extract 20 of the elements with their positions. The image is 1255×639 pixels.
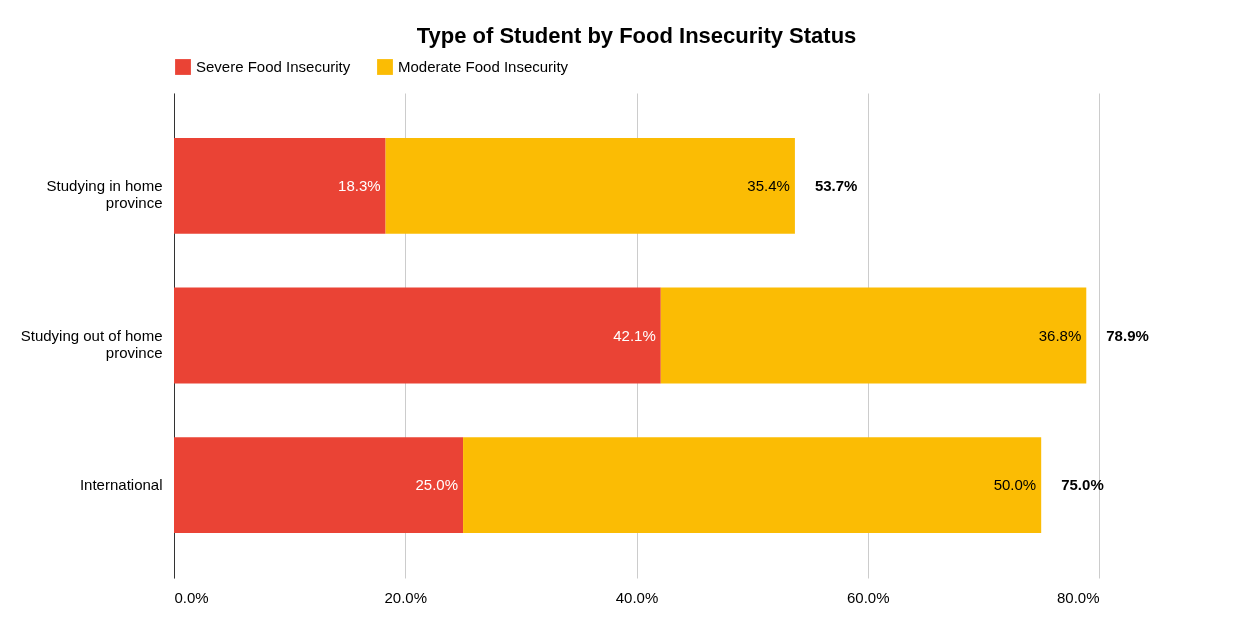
x-tick-label: 20.0%: [384, 588, 428, 606]
data-label: 50.0%: [993, 476, 1037, 494]
legend-label: Moderate Food Insecurity: [398, 58, 569, 75]
chart-title: Type of Student by Food Insecurity Status: [416, 23, 857, 48]
y-tick-label: Studying out of home province: [20, 326, 163, 361]
total-label: 75.0%: [1061, 476, 1104, 494]
x-tick-label: 40.0%: [615, 588, 659, 606]
data-label: 35.4%: [747, 176, 790, 194]
data-label: 18.3%: [338, 176, 381, 194]
data-label: 42.1%: [613, 326, 656, 344]
x-tick-label: 80.0%: [1056, 588, 1100, 606]
x-tick-label: 0.0%: [174, 588, 209, 606]
data-label: 36.8%: [1038, 326, 1082, 344]
y-tick-label: Studying in home province: [46, 176, 163, 211]
data-label: 25.0%: [415, 476, 459, 494]
total-label: 53.7%: [814, 176, 858, 194]
legend-label: Severe Food Insecurity: [196, 58, 351, 75]
y-tick-label: International: [79, 476, 163, 494]
total-label: 78.9%: [1106, 326, 1149, 344]
x-tick-label: 60.0%: [846, 588, 890, 606]
